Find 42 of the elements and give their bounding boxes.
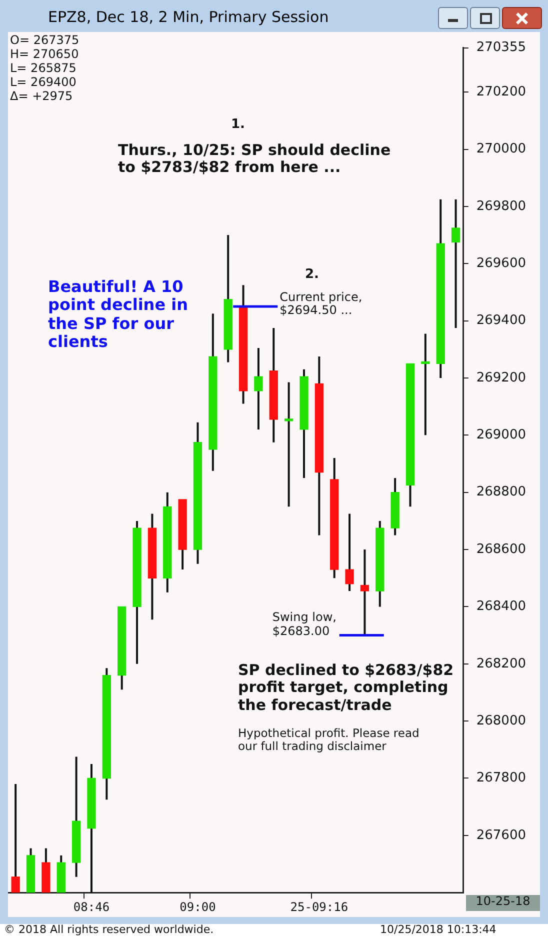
- candlestick: [421, 332, 430, 436]
- annotation: Beautiful! A 10 point decline in the SP for our clients: [48, 277, 189, 352]
- y-tick-label: 270000: [476, 142, 526, 157]
- y-tick-label: 269400: [476, 313, 526, 328]
- ref-line-label: Current price, $2694.50 ...: [280, 290, 364, 318]
- candlestick: [284, 381, 294, 508]
- annotation: Thurs., 10/25: SP should decline to $2783/$82 from here ...: [118, 141, 392, 176]
- candlestick: [451, 198, 460, 329]
- annotation: L= 265875: [10, 61, 78, 76]
- y-tick-label: 268000: [476, 713, 526, 728]
- x-tick-label: 08:46: [73, 900, 110, 914]
- y-tick-label: 267800: [476, 770, 526, 786]
- y-tick-label: 268600: [476, 542, 526, 557]
- candlestick: [345, 512, 354, 592]
- annotation: Hypothetical profit. Please read our full trading disclaimer: [238, 726, 420, 754]
- candlestick: [11, 782, 20, 894]
- ref-line-label: Swing low, $2683.00: [272, 610, 338, 639]
- y-tick-label: 267600: [476, 828, 526, 843]
- annotation: 2.: [305, 267, 320, 283]
- y-tick-label: 269000: [476, 428, 526, 443]
- y-tick-label: 269600: [476, 256, 526, 272]
- annotation: Δ= +2975: [10, 89, 74, 104]
- x-tick-label: 09:00: [180, 900, 216, 914]
- y-tick-label: 268800: [476, 484, 526, 500]
- annotation: L= 269400: [10, 75, 78, 90]
- annotation: SP declined to $2683/$82 profit target, completing the forecast/trade: [238, 661, 455, 714]
- x-tick-label: 25-09:16: [290, 900, 348, 914]
- candlestick: [360, 548, 370, 636]
- annotation: H= 270650: [10, 47, 80, 62]
- y-tick-label: 268400: [476, 599, 526, 614]
- y-tick-label: 269200: [476, 370, 526, 386]
- y-tick-label: 270200: [476, 84, 526, 100]
- chart-title: EPZ8, Dec 18, 2 Min, Primary Session: [48, 8, 329, 26]
- y-tick-label: 268200: [476, 656, 526, 672]
- y-tick-label: 270355: [476, 40, 526, 56]
- text: © 2018 All rights reserved worldwide.: [4, 923, 214, 937]
- candlestick: [254, 346, 263, 430]
- annotation: 1.: [231, 117, 246, 133]
- text: 10/25/2018 10:13:44: [380, 923, 496, 937]
- y-tick-label: 269800: [476, 198, 526, 214]
- text: 10-25-18: [466, 894, 540, 911]
- text: O= 267375: [10, 33, 80, 48]
